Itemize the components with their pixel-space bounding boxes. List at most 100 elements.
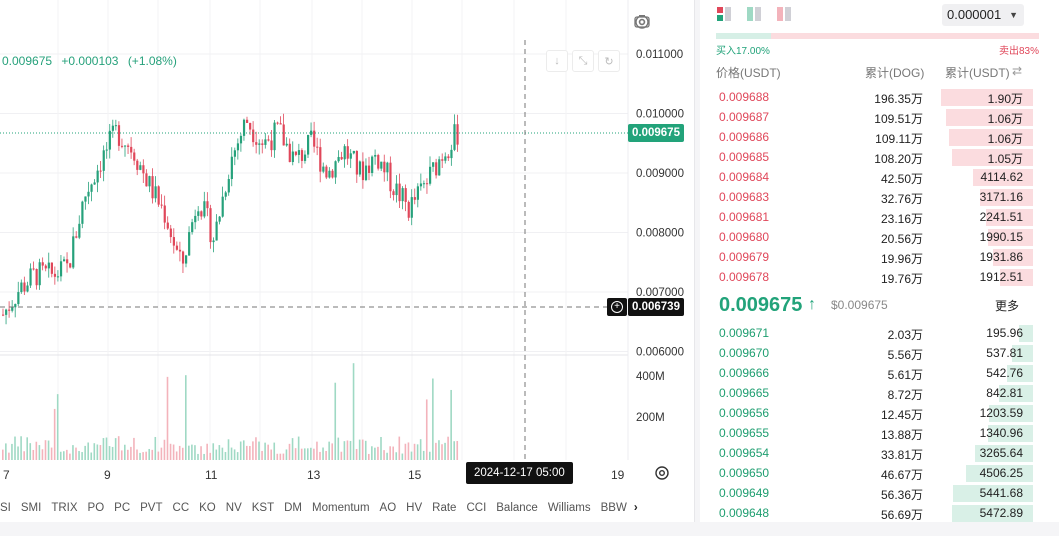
volume-bar bbox=[383, 450, 385, 460]
bid-row[interactable]: 0.009655 13.88万 1340.96 bbox=[700, 423, 1059, 443]
bid-row[interactable]: 0.009666 5.61万 542.76 bbox=[700, 363, 1059, 383]
chevron-right-icon[interactable]: › bbox=[633, 502, 638, 514]
indicator-rate[interactable]: Rate bbox=[432, 502, 457, 514]
ask-row[interactable]: 0.009687 109.51万 1.06万 bbox=[700, 107, 1059, 127]
volume-bar bbox=[416, 444, 419, 460]
volume-bar bbox=[133, 437, 135, 460]
indicator-pc[interactable]: PC bbox=[114, 502, 131, 514]
candle-body bbox=[331, 170, 334, 178]
candle-body bbox=[380, 161, 383, 169]
bid-qty: 12.45万 bbox=[880, 408, 923, 422]
layout-asks-icon[interactable] bbox=[776, 6, 792, 22]
ask-row[interactable]: 0.009681 23.16万 2241.51 bbox=[700, 207, 1059, 227]
layout-bids-icon[interactable] bbox=[746, 6, 762, 22]
orderbook-layout-toggles bbox=[716, 6, 792, 22]
candle-body bbox=[224, 192, 227, 197]
candle-body bbox=[450, 149, 453, 159]
volume-bar bbox=[63, 451, 65, 460]
refresh-icon[interactable]: ↻ bbox=[598, 50, 620, 72]
volume-bar bbox=[206, 443, 208, 460]
indicator-kst[interactable]: KST bbox=[251, 502, 275, 514]
candle-body bbox=[316, 146, 319, 148]
indicator-momentum[interactable]: Momentum bbox=[312, 502, 370, 514]
volume-bar bbox=[142, 452, 144, 460]
bid-row[interactable]: 0.009648 56.69万 5472.89 bbox=[700, 503, 1059, 523]
candle-body bbox=[230, 156, 233, 180]
volume-bar bbox=[108, 446, 111, 460]
ask-price: 0.009688 bbox=[719, 90, 770, 104]
precision-select[interactable]: 0.000001 ▼ bbox=[942, 4, 1024, 26]
candle-body bbox=[429, 166, 432, 184]
candle-body bbox=[105, 149, 108, 151]
kline-chart-canvas[interactable]: 0.011000 0.010000 0.009000 0.008000 0.007000… bbox=[0, 0, 695, 522]
x-tick-label: 11 bbox=[205, 468, 218, 482]
ask-row[interactable]: 0.009680 20.56万 1990.15 bbox=[700, 227, 1059, 247]
volume-bar bbox=[334, 382, 337, 460]
candle-body bbox=[127, 145, 130, 147]
y-tick-label: 0.011000 bbox=[636, 49, 683, 61]
bid-row[interactable]: 0.009650 46.67万 4506.25 bbox=[700, 463, 1059, 483]
candle-body bbox=[279, 123, 282, 125]
bid-row[interactable]: 0.009670 5.56万 537.81 bbox=[700, 343, 1059, 363]
volume-bar bbox=[178, 445, 181, 460]
ask-row[interactable]: 0.009678 19.76万 1912.51 bbox=[700, 267, 1059, 287]
indicator-williams[interactable]: Williams bbox=[547, 502, 591, 514]
ask-row[interactable]: 0.009683 32.76万 3171.16 bbox=[700, 187, 1059, 207]
candle-body bbox=[438, 159, 441, 176]
volume-bar bbox=[35, 441, 38, 460]
volume-bar bbox=[404, 443, 407, 460]
volume-bar bbox=[169, 443, 172, 460]
legend-price: 0.009675 bbox=[2, 54, 53, 68]
ask-row[interactable]: 0.009679 19.96万 1931.86 bbox=[700, 247, 1059, 267]
indicator-po[interactable]: PO bbox=[87, 502, 105, 514]
volume-bar bbox=[5, 443, 7, 460]
bid-row[interactable]: 0.009654 33.81万 3265.64 bbox=[700, 443, 1059, 463]
volume-bar bbox=[419, 439, 422, 460]
bid-row[interactable]: 0.009649 56.36万 5441.68 bbox=[700, 483, 1059, 503]
layout-both-icon[interactable] bbox=[716, 6, 732, 22]
volume-bar bbox=[346, 440, 349, 460]
more-button[interactable]: 更多 bbox=[994, 299, 1019, 313]
indicator-si[interactable]: SI bbox=[0, 502, 11, 514]
indicator-balance[interactable]: Balance bbox=[496, 502, 538, 514]
candle-body bbox=[310, 130, 313, 135]
add-alert-icon[interactable]: + bbox=[607, 298, 627, 316]
ask-row[interactable]: 0.009684 42.50万 4114.62 bbox=[700, 167, 1059, 187]
fullscreen-icon[interactable]: ⤡ bbox=[572, 50, 594, 72]
indicator-cc[interactable]: CC bbox=[172, 502, 190, 514]
ask-row[interactable]: 0.009688 196.35万 1.90万 bbox=[700, 87, 1059, 107]
indicator-dm[interactable]: DM bbox=[284, 502, 303, 514]
indicator-nv[interactable]: NV bbox=[225, 502, 242, 514]
indicator-hv[interactable]: HV bbox=[406, 502, 423, 514]
indicator-bbw[interactable]: BBW bbox=[600, 502, 627, 514]
bid-row[interactable]: 0.009665 8.72万 842.81 bbox=[700, 383, 1059, 403]
candle-body bbox=[172, 237, 175, 246]
swap-icon[interactable]: ⇄ bbox=[1012, 64, 1023, 78]
indicator-trix[interactable]: TRIX bbox=[51, 502, 78, 514]
download-icon[interactable]: ↓ bbox=[546, 50, 568, 72]
kline-chart-panel[interactable]: 0.011000 0.010000 0.009000 0.008000 0.007000… bbox=[0, 0, 695, 522]
header-price: 价格(USDT) bbox=[716, 66, 781, 80]
bid-row[interactable]: 0.009671 2.03万 195.96 bbox=[700, 323, 1059, 343]
indicator-smi[interactable]: SMI bbox=[20, 502, 42, 514]
indicator-cci[interactable]: CCI bbox=[466, 502, 487, 514]
candle-body bbox=[203, 201, 206, 217]
indicator-ko[interactable]: KO bbox=[199, 502, 216, 514]
indicator-pvt[interactable]: PVT bbox=[140, 502, 163, 514]
volume-bar bbox=[255, 437, 257, 460]
ask-row[interactable]: 0.009686 109.11万 1.06万 bbox=[700, 127, 1059, 147]
volume-bar bbox=[14, 436, 16, 460]
volume-bar bbox=[163, 439, 166, 460]
bid-row[interactable]: 0.009656 12.45万 1203.59 bbox=[700, 403, 1059, 423]
volume-bar bbox=[425, 399, 428, 460]
candle-body bbox=[456, 124, 459, 145]
bid-total: 842.81 bbox=[986, 386, 1023, 400]
bid-price: 0.009670 bbox=[719, 346, 770, 360]
candle-body bbox=[419, 183, 423, 187]
indicator-ao[interactable]: AO bbox=[379, 502, 397, 514]
y-tick-label: 0.006000 bbox=[636, 347, 684, 359]
volume-bar bbox=[395, 452, 398, 460]
ask-row[interactable]: 0.009685 108.20万 1.05万 bbox=[700, 147, 1059, 167]
bid-price: 0.009655 bbox=[719, 426, 770, 440]
gear-icon[interactable] bbox=[635, 14, 680, 32]
